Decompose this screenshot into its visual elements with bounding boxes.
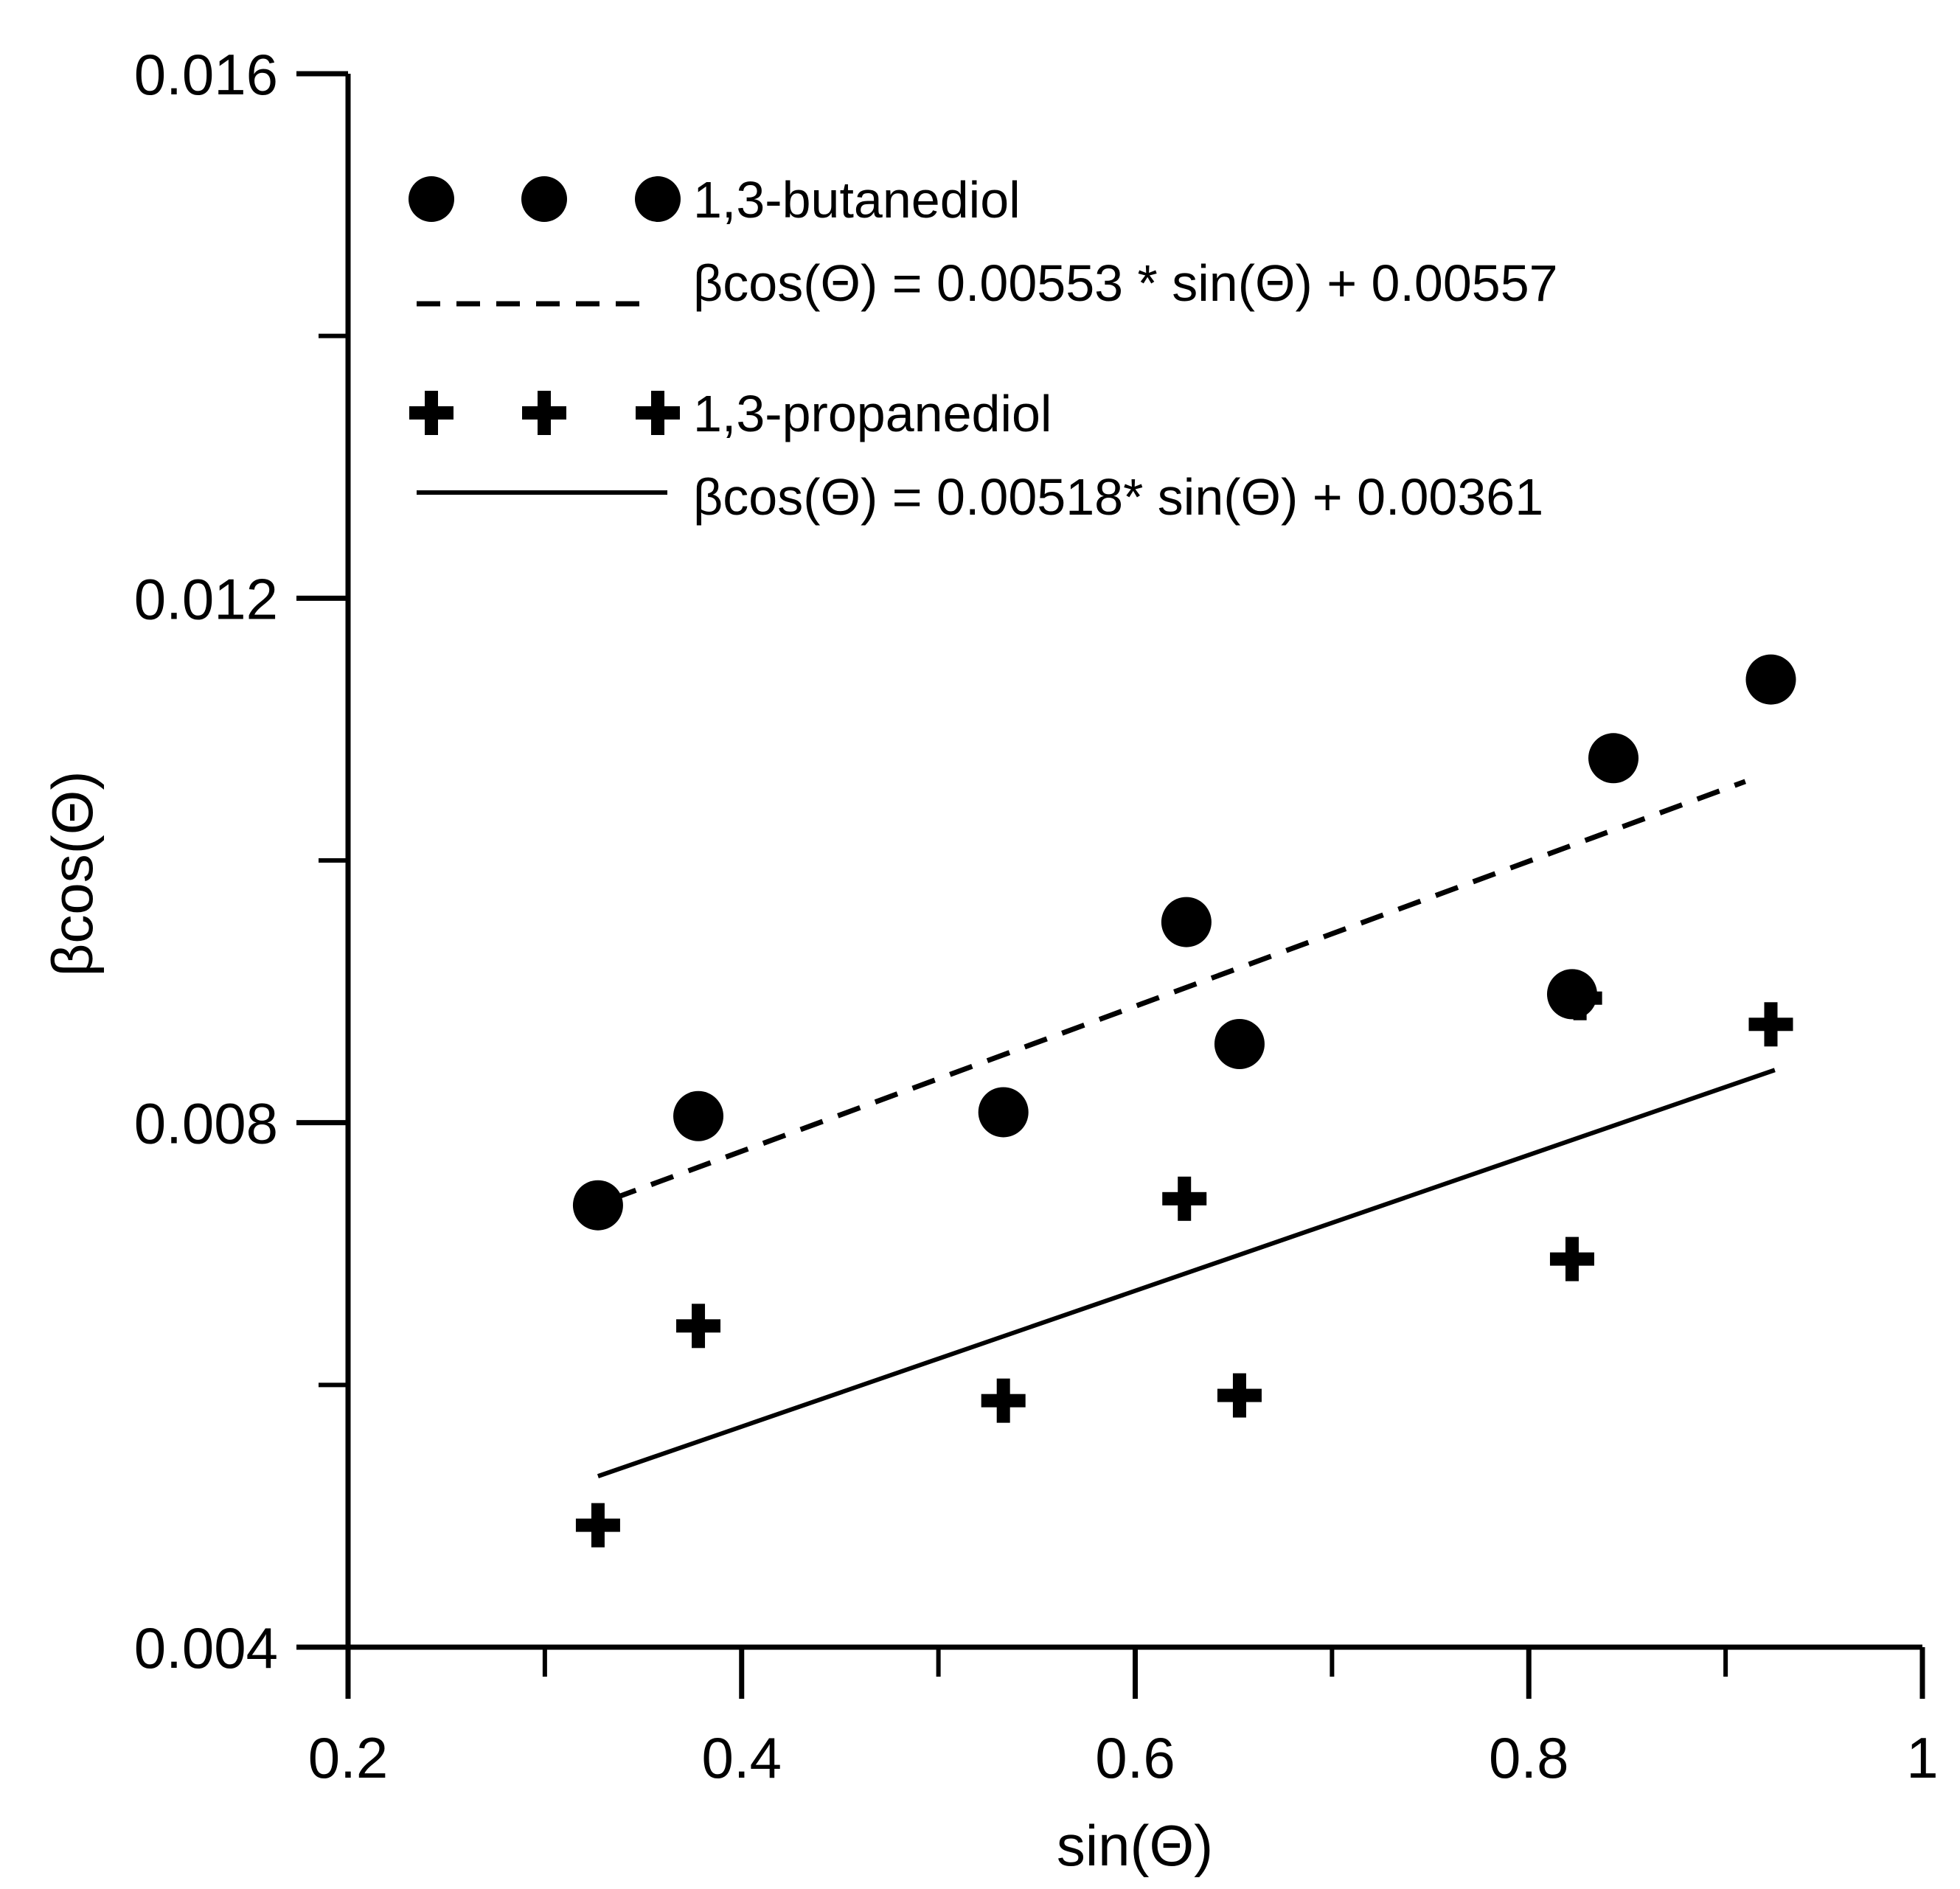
data-point-butanediol xyxy=(1745,654,1796,705)
x-tick-label: 1 xyxy=(1906,1725,1938,1790)
legend-marker-butanediol xyxy=(409,176,454,222)
data-point-butanediol xyxy=(1161,897,1212,947)
legend-label-butanediol-fit: βcos(Θ) = 0.00553 * sin(Θ) + 0.00557 xyxy=(693,254,1558,312)
fit-line-propanediol xyxy=(597,1068,1776,1478)
x-tick-label: 0.4 xyxy=(702,1725,782,1790)
data-point-propanediol xyxy=(676,1304,721,1349)
data-point-propanediol xyxy=(575,1503,620,1548)
fit-lines xyxy=(597,779,1776,1478)
data-point-propanediol xyxy=(1549,1236,1594,1281)
legend-marker-butanediol xyxy=(521,176,567,222)
x-axis-title: sin(Θ) xyxy=(1057,1813,1213,1878)
y-tick-label: 0.008 xyxy=(134,1091,278,1156)
legend-marker-butanediol xyxy=(635,176,681,222)
y-tick-label: 0.012 xyxy=(134,566,278,631)
legend-label-propanediol-fit: βcos(Θ) = 0.00518* sin(Θ) + 0.00361 xyxy=(693,468,1543,526)
x-tick-label: 0.2 xyxy=(308,1725,388,1790)
data-point-butanediol xyxy=(1588,733,1639,784)
legend-marker-propanediol xyxy=(409,391,453,435)
legend-marker-propanediol xyxy=(636,391,680,435)
axis-ticks: 0.2 0.4 0.6 0.8 1 0.004 0.008 0.012 0.016 xyxy=(134,42,1939,1790)
legend-label-propanediol: 1,3-propanediol xyxy=(693,385,1052,442)
x-tick-label: 0.8 xyxy=(1489,1725,1568,1790)
data-point-butanediol xyxy=(572,1180,623,1231)
data-point-butanediol xyxy=(673,1090,724,1141)
data-point-butanediol xyxy=(978,1087,1029,1138)
y-tick-label: 0.016 xyxy=(134,42,278,107)
data-point-propanediol xyxy=(1748,1002,1793,1047)
y-tick-label: 0.004 xyxy=(134,1615,278,1680)
data-point-propanediol xyxy=(1162,1176,1207,1221)
x-tick-label: 0.6 xyxy=(1095,1725,1175,1790)
legend: 1,3-butanediol βcos(Θ) = 0.00553 * sin(Θ… xyxy=(409,171,1558,526)
data-point-propanediol xyxy=(1217,1373,1262,1418)
data-points xyxy=(572,654,1796,1548)
data-point-propanediol xyxy=(981,1378,1026,1423)
data-point-propanediol xyxy=(1557,975,1602,1020)
legend-marker-propanediol xyxy=(522,391,566,435)
y-axis-title: βcos(Θ) xyxy=(40,771,105,977)
legend-label-butanediol: 1,3-butanediol xyxy=(693,171,1021,229)
fit-line-butanediol xyxy=(613,779,1747,1201)
data-point-butanediol xyxy=(1214,1018,1265,1069)
